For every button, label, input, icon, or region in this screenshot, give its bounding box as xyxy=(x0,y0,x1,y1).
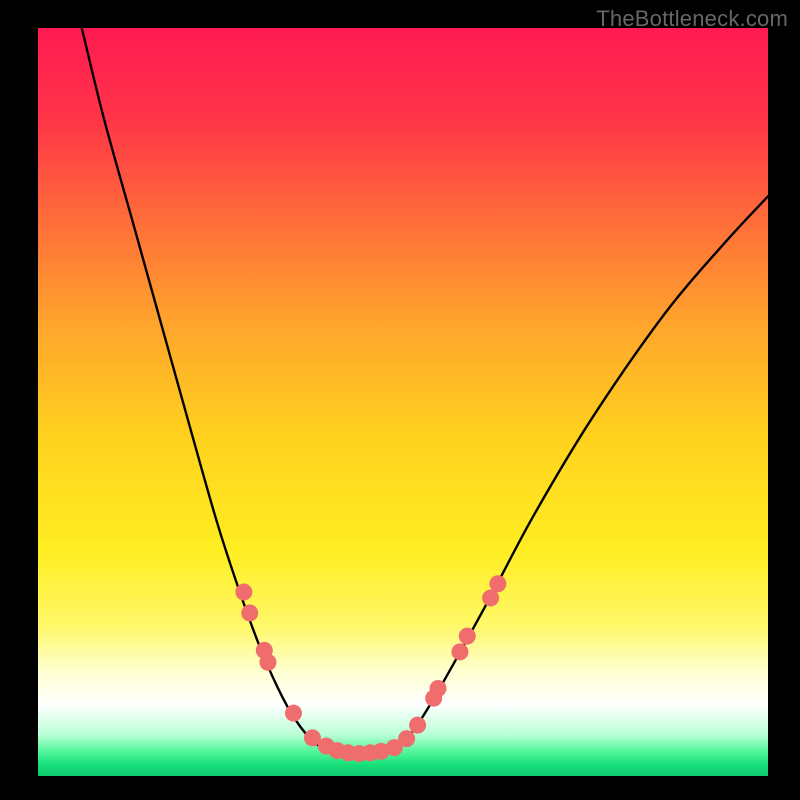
marker-dot xyxy=(259,654,276,671)
marker-dot xyxy=(398,730,415,747)
gradient-background xyxy=(38,28,768,776)
marker-dot xyxy=(241,604,258,621)
marker-dot xyxy=(409,717,426,734)
marker-dot xyxy=(430,680,447,697)
marker-dot xyxy=(489,575,506,592)
marker-dot xyxy=(451,643,468,660)
chart-stage: TheBottleneck.com xyxy=(0,0,800,800)
marker-dot xyxy=(235,583,252,600)
marker-dot xyxy=(459,628,476,645)
chart-svg xyxy=(38,28,768,776)
marker-dot xyxy=(285,705,302,722)
watermark-text: TheBottleneck.com xyxy=(596,6,788,32)
plot-area xyxy=(38,28,768,776)
